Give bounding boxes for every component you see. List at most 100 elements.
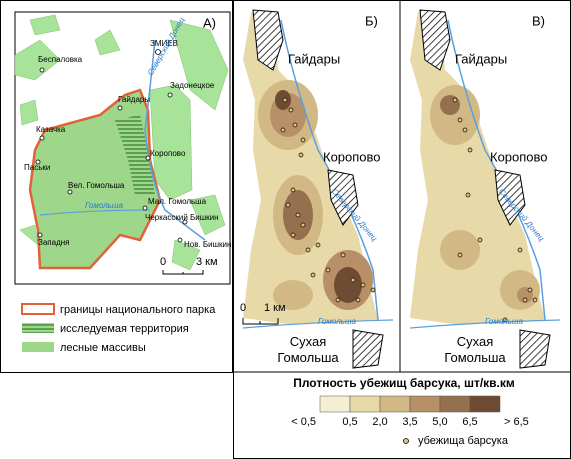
river bbox=[447, 19, 546, 321]
scale-bar bbox=[242, 318, 279, 325]
legend-class: 5,0 bbox=[432, 416, 447, 428]
village bbox=[519, 329, 551, 369]
legend-class: 3,5 bbox=[402, 416, 417, 428]
badger-sett bbox=[355, 297, 361, 303]
badger-sett bbox=[517, 247, 523, 253]
legend-class: 0,5 bbox=[342, 416, 357, 428]
badger-sett bbox=[467, 147, 473, 153]
place-part: Гомольша bbox=[444, 350, 506, 365]
place: Черкасский Бишкин bbox=[145, 213, 219, 222]
legend-swatch bbox=[319, 395, 351, 413]
badger-sett bbox=[325, 267, 331, 273]
badger-sett bbox=[310, 272, 316, 278]
badger-sett bbox=[300, 222, 306, 228]
scale-label: 3 км bbox=[196, 256, 218, 268]
badger-sett bbox=[452, 97, 458, 103]
place: Коропово bbox=[490, 149, 548, 164]
river: Гомольша bbox=[485, 317, 523, 326]
badger-sett bbox=[370, 287, 376, 293]
legend-swatch bbox=[21, 303, 55, 315]
place-part: Сухая bbox=[457, 334, 494, 349]
place: Коропово bbox=[323, 149, 381, 164]
badger-sett bbox=[465, 192, 471, 198]
badger-sett bbox=[457, 252, 463, 258]
badger-sett bbox=[285, 202, 291, 208]
frame-left bbox=[0, 0, 233, 373]
badger-sett bbox=[532, 297, 538, 303]
village bbox=[327, 169, 359, 226]
place: Коропово bbox=[150, 149, 186, 158]
panel-label: А) bbox=[203, 15, 216, 30]
place: Гайдары bbox=[118, 95, 150, 104]
river: Гомольша bbox=[85, 201, 123, 210]
legend-point bbox=[403, 438, 409, 444]
village bbox=[252, 9, 284, 71]
badger-sett bbox=[298, 152, 304, 158]
legend-swatch bbox=[379, 395, 411, 413]
place: Гайдары bbox=[288, 51, 340, 66]
badger-sett bbox=[457, 117, 463, 123]
place: Сухая Гомольша bbox=[444, 334, 506, 365]
legend-swatch bbox=[469, 395, 501, 413]
badger-sett bbox=[290, 232, 296, 238]
density-legend: < 0,5 0,5 2,0 3,5 5,0 6,5 > 6,5 bbox=[291, 395, 529, 428]
legend-class: > 6,5 bbox=[504, 416, 529, 428]
density-zone bbox=[334, 267, 362, 303]
panel-label: В) bbox=[532, 13, 545, 28]
place: Мал. Гомольша bbox=[148, 197, 207, 206]
legend-swatch bbox=[22, 342, 54, 352]
place-part: Сухая bbox=[290, 334, 327, 349]
place-part: Гомольша bbox=[277, 350, 339, 365]
legend-text: исследуемая территория bbox=[60, 323, 189, 335]
scale-label: 0 bbox=[240, 302, 246, 314]
badger-sett bbox=[360, 282, 366, 288]
badger-sett bbox=[305, 247, 311, 253]
village bbox=[352, 329, 384, 369]
legend-class: 6,5 bbox=[462, 416, 477, 428]
river: Гомольша bbox=[318, 317, 356, 326]
badger-sett bbox=[527, 287, 533, 293]
legend-title: Плотность убежищ барсука, шт/кв.км bbox=[293, 376, 515, 390]
badger-sett bbox=[290, 187, 296, 193]
badger-sett bbox=[300, 137, 306, 143]
badger-sett bbox=[340, 252, 346, 258]
place: ЗМИЕВ bbox=[150, 39, 178, 48]
village bbox=[494, 169, 526, 226]
place: Вел. Гомольша bbox=[68, 181, 125, 190]
place: Нов. Бишкин bbox=[184, 240, 231, 249]
river bbox=[242, 319, 394, 329]
river bbox=[280, 19, 379, 321]
badger-sett bbox=[280, 127, 286, 133]
place: Западня bbox=[38, 238, 69, 247]
legend-swatch bbox=[439, 395, 471, 413]
badger-sett bbox=[522, 297, 528, 303]
badger-sett bbox=[288, 107, 294, 113]
badger-sett bbox=[315, 242, 321, 248]
river bbox=[409, 319, 561, 329]
density-zone bbox=[440, 230, 480, 270]
badger-sett bbox=[335, 297, 341, 303]
legend-text: лесные массивы bbox=[60, 342, 146, 354]
place: Гайдары bbox=[455, 51, 507, 66]
legend-class: < 0,5 bbox=[291, 416, 316, 428]
legend-swatch bbox=[409, 395, 441, 413]
place: Паськи bbox=[24, 163, 50, 172]
badger-sett bbox=[295, 212, 301, 218]
badger-sett bbox=[292, 122, 298, 128]
place: Казачка bbox=[36, 125, 66, 134]
legend-swatch bbox=[22, 323, 54, 333]
scale-bar bbox=[162, 270, 204, 275]
panel-label: Б) bbox=[365, 13, 378, 28]
legend-swatch bbox=[349, 395, 381, 413]
place: Беспаловка bbox=[38, 55, 83, 64]
badger-sett bbox=[282, 97, 288, 103]
legend-text: границы национального парка bbox=[60, 304, 216, 316]
legend-text: убежища барсука bbox=[418, 435, 509, 447]
scale-label: 0 bbox=[160, 256, 166, 268]
density-zone bbox=[440, 95, 460, 115]
badger-sett bbox=[477, 237, 483, 243]
badger-sett bbox=[462, 127, 468, 133]
